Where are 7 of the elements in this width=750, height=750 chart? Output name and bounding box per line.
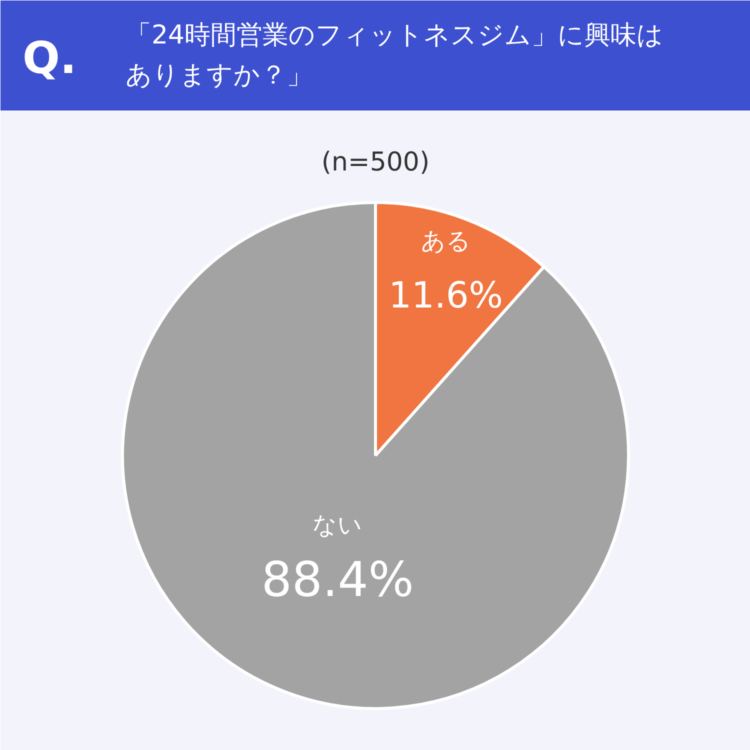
chart-title: 「24時間営業のフィットネスジム」に興味はありますか？」 <box>126 20 664 90</box>
slice-label: ある <box>420 227 471 256</box>
data-label: 88.4% <box>261 552 414 608</box>
chart-subtitle: (n=500) <box>321 148 430 178</box>
text: Q. <box>22 33 77 84</box>
data-label: 11.6% <box>388 276 504 317</box>
slice-label: ない <box>312 510 363 539</box>
